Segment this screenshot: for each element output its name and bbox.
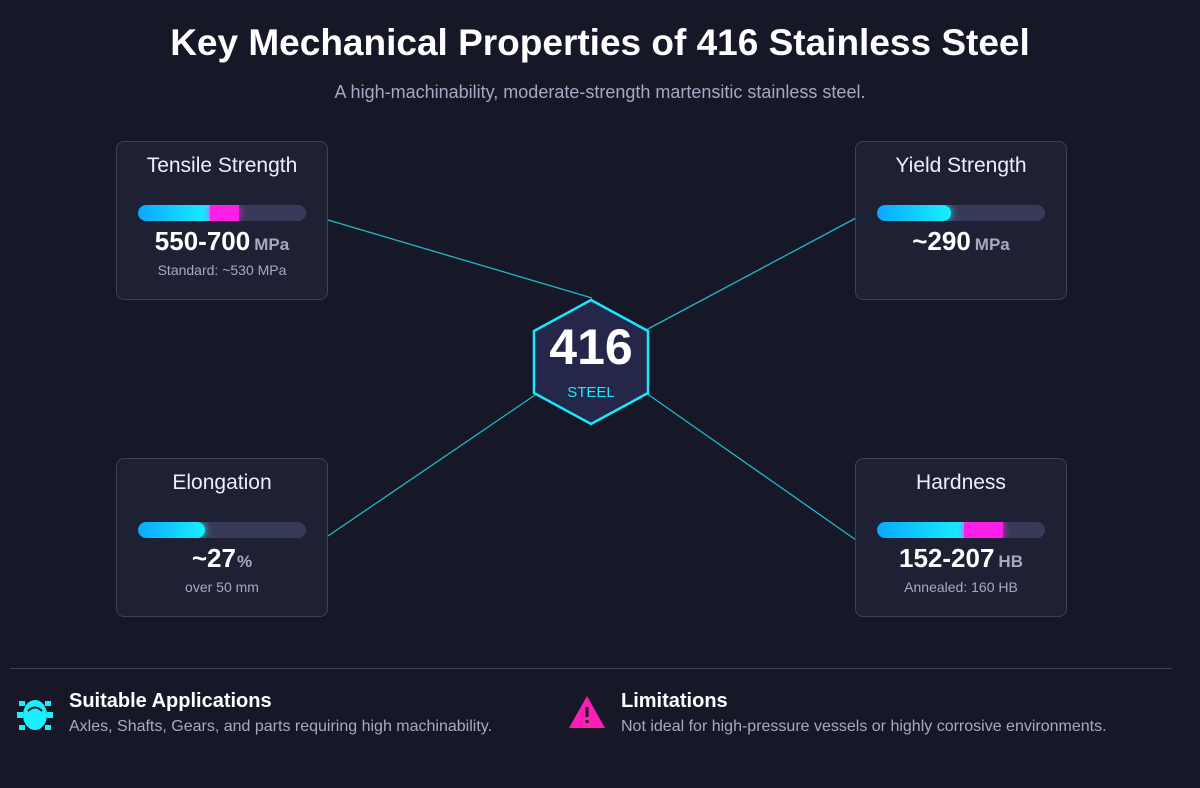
card-title: Elongation xyxy=(172,471,272,494)
page-title: Key Mechanical Properties of 416 Stainle… xyxy=(170,22,1030,63)
card-elongation: Elongation ~27% over 50 mm xyxy=(116,458,328,617)
cog-icon xyxy=(17,700,53,730)
card-hardness: Hardness 152-207 HB Annealed: 160 HB xyxy=(855,458,1067,617)
center-number: 416 xyxy=(549,319,633,375)
card-value: 550-700 MPa xyxy=(154,226,290,256)
progress-bar xyxy=(877,205,1045,221)
subtitle: A high-machinability, moderate-strength … xyxy=(334,82,866,102)
card-title: Hardness xyxy=(916,471,1006,494)
center-label: STEEL xyxy=(567,384,615,401)
card-value: 152-207 HB xyxy=(899,543,1023,573)
card-tensile-strength: Tensile Strength 550-700 MPa Standard: ~5… xyxy=(116,141,328,300)
progress-bar xyxy=(138,522,306,538)
divider xyxy=(10,668,1172,669)
card-note: Standard: ~530 MPa xyxy=(157,262,287,278)
card-value: ~290 MPa xyxy=(912,226,1010,256)
center-hexagon xyxy=(532,298,650,426)
card-yield-strength: Yield Strength ~290 MPa xyxy=(855,141,1067,300)
warning-icon xyxy=(569,696,605,728)
applications-text: Axles, Shafts, Gears, and parts requirin… xyxy=(69,718,493,735)
card-note: Annealed: 160 HB xyxy=(904,579,1018,595)
card-value: ~27% xyxy=(191,543,253,573)
limitations-title: Limitations xyxy=(621,690,728,712)
progress-bar xyxy=(877,522,1045,538)
card-title: Yield Strength xyxy=(895,154,1027,177)
progress-bar xyxy=(138,205,306,221)
applications-title: Suitable Applications xyxy=(69,690,272,712)
card-title: Tensile Strength xyxy=(146,154,298,177)
limitations-text: Not ideal for high-pressure vessels or h… xyxy=(621,718,1107,735)
card-note: over 50 mm xyxy=(185,579,259,595)
